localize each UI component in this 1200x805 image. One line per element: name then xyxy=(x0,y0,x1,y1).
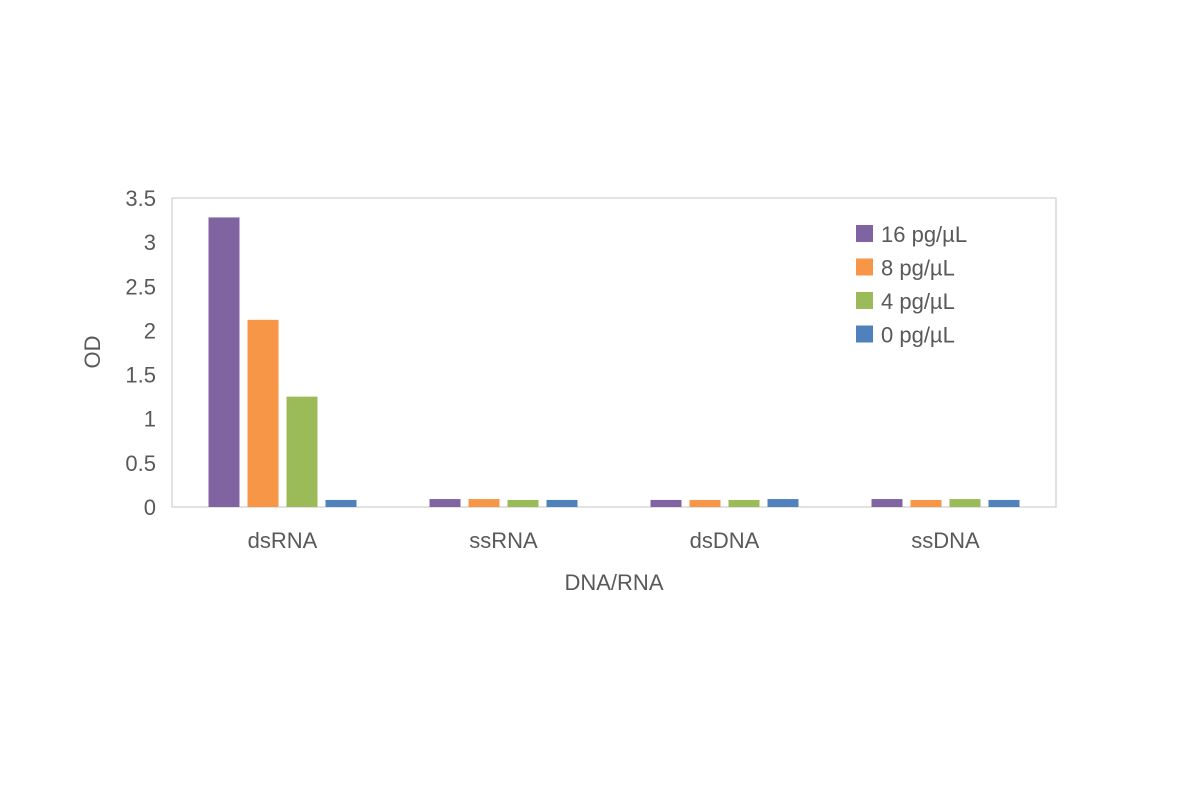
x-tick-label: dsDNA xyxy=(690,528,760,553)
bar-ssDNA-series-0 xyxy=(871,499,903,507)
legend-label: 16 pg/µL xyxy=(881,222,967,247)
y-axis-label: OD xyxy=(80,336,105,369)
y-tick-label: 3 xyxy=(144,230,156,255)
legend-swatch xyxy=(856,292,873,309)
y-tick-label: 2.5 xyxy=(125,274,156,299)
x-axis-label: DNA/RNA xyxy=(564,570,663,595)
legend-swatch xyxy=(856,325,873,343)
bar-dsDNA-series-0 xyxy=(650,499,682,507)
plot-frame xyxy=(171,197,1057,508)
bar-ssRNA-series-0 xyxy=(429,499,461,507)
bar-ssRNA-series-3 xyxy=(546,499,578,507)
bar-ssRNA-series-2 xyxy=(507,499,539,507)
bar-dsDNA-series-1 xyxy=(689,499,721,507)
legend-label: 8 pg/µL xyxy=(881,256,955,281)
y-tick-label: 3.5 xyxy=(125,186,156,211)
bar-ssDNA-series-2 xyxy=(949,499,981,507)
x-tick-label: ssDNA xyxy=(911,528,980,553)
bar-dsDNA-series-2 xyxy=(728,499,760,507)
bars xyxy=(208,217,1020,507)
legend-label: 0 pg/µL xyxy=(881,323,955,348)
y-tick-label: 0.5 xyxy=(125,451,156,476)
legend: 16 pg/µL 8 pg/µL 4 pg/µL 0 pg/µL xyxy=(856,222,967,348)
x-axis-ticks: dsRNA ssRNA dsDNA ssDNA xyxy=(248,528,980,553)
legend-swatch xyxy=(856,225,873,242)
x-tick-label: ssRNA xyxy=(469,528,538,553)
y-tick-label: 0 xyxy=(144,495,156,520)
bar-dsRNA-series-3 xyxy=(325,499,357,507)
y-tick-label: 2 xyxy=(144,318,156,343)
bar-dsRNA-series-1 xyxy=(247,319,279,507)
legend-swatch xyxy=(856,258,873,276)
bar-ssDNA-series-1 xyxy=(910,499,942,507)
y-axis-ticks: 0 0.5 1 1.5 2 2.5 3 3.5 xyxy=(125,186,156,520)
bar-ssRNA-series-1 xyxy=(468,499,500,507)
bar-dsDNA-series-3 xyxy=(767,499,799,507)
x-tick-label: dsRNA xyxy=(248,528,318,553)
bar-ssDNA-series-3 xyxy=(988,499,1020,507)
y-tick-label: 1.5 xyxy=(125,363,156,388)
y-tick-label: 1 xyxy=(144,407,156,432)
bar-dsRNA-series-2 xyxy=(286,396,318,507)
bar-dsRNA-series-0 xyxy=(208,217,240,507)
legend-label: 4 pg/µL xyxy=(881,289,955,314)
